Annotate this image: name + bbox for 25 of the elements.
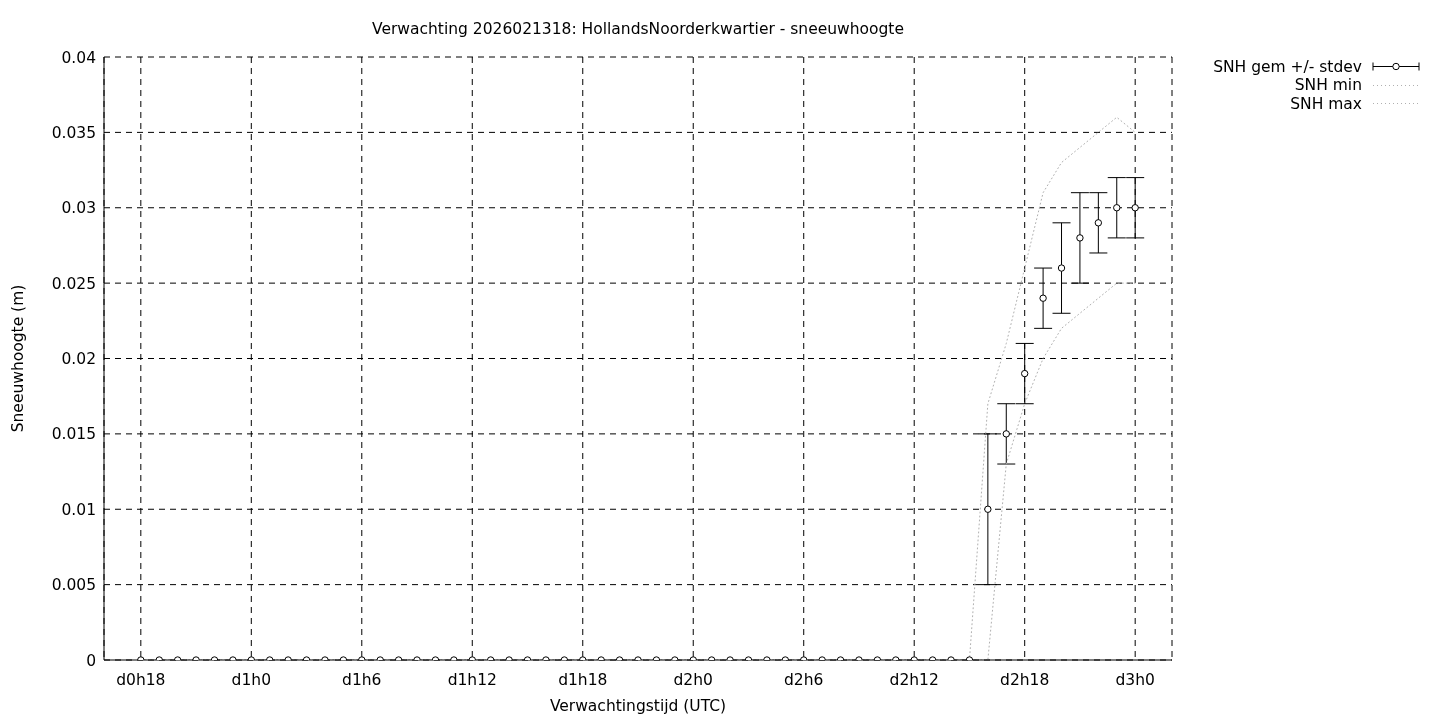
chart-title: Verwachting 2026021318: HollandsNoorderkwartier - sneeuwhoogte [371, 19, 905, 39]
y-tick-label: 0.04 [61, 48, 96, 67]
x-tick-label: d2h6 [784, 671, 824, 690]
y-tick-label: 0.005 [51, 576, 96, 595]
x-tick-label: d1h18 [558, 671, 608, 690]
x-tick-label: d0h18 [116, 671, 166, 690]
x-tick-label: d3h0 [1115, 671, 1155, 690]
x-tick-label: d2h12 [889, 671, 939, 690]
x-tick-label: d1h0 [231, 671, 272, 690]
x-tick-label: d1h12 [447, 671, 497, 690]
y-tick-label: 0.035 [51, 123, 96, 142]
x-tick-label: d2h18 [1000, 671, 1050, 690]
y-tick-label: 0.015 [51, 425, 96, 444]
x-tick-label: d2h0 [673, 671, 713, 690]
y-tick-label: 0 [86, 651, 96, 670]
y-tick-label: 0.025 [51, 274, 96, 293]
y-axis-title: Sneeuwhoogte (m) [9, 284, 27, 433]
x-axis-title: Verwachtingstijd (UTC) [549, 697, 727, 715]
legend-label: SNH min [1294, 76, 1362, 95]
y-tick-label: 0.01 [61, 500, 96, 519]
legend-label: SNH gem +/- stdev [1213, 57, 1362, 76]
legend-label: SNH max [1290, 94, 1362, 113]
y-tick-label: 0.03 [61, 199, 96, 218]
x-tick-label: d1h6 [342, 671, 382, 690]
y-tick-label: 0.02 [61, 350, 96, 368]
